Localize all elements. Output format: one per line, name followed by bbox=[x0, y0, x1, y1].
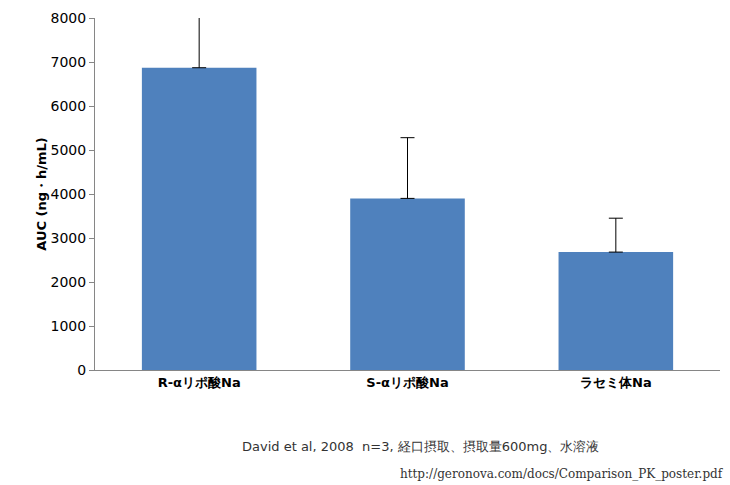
svg-text:5000: 5000 bbox=[51, 142, 87, 158]
svg-text:7000: 7000 bbox=[51, 54, 87, 70]
svg-text:8000: 8000 bbox=[51, 10, 87, 26]
svg-text:4000: 4000 bbox=[51, 186, 87, 202]
svg-text:David et al, 2008 n=3, 経口摂取、摂: David et al, 2008 n=3, 経口摂取、摂取量600mg、水溶液 bbox=[242, 439, 599, 454]
svg-text:S-αリポ酸Na: S-αリポ酸Na bbox=[366, 375, 448, 390]
svg-text:2000: 2000 bbox=[51, 274, 87, 290]
svg-text:R-αリポ酸Na: R-αリポ酸Na bbox=[158, 375, 241, 390]
svg-text:6000: 6000 bbox=[51, 98, 87, 114]
svg-text:0: 0 bbox=[77, 362, 86, 378]
svg-text:AUC (ng・h/mL): AUC (ng・h/mL) bbox=[34, 137, 49, 251]
svg-text:3000: 3000 bbox=[51, 230, 87, 246]
svg-text:ラセミ体Na: ラセミ体Na bbox=[580, 375, 652, 390]
svg-text:http://geronova.com/docs/Compa: http://geronova.com/docs/Comparison_PK_p… bbox=[400, 467, 724, 481]
svg-text:1000: 1000 bbox=[51, 318, 87, 334]
